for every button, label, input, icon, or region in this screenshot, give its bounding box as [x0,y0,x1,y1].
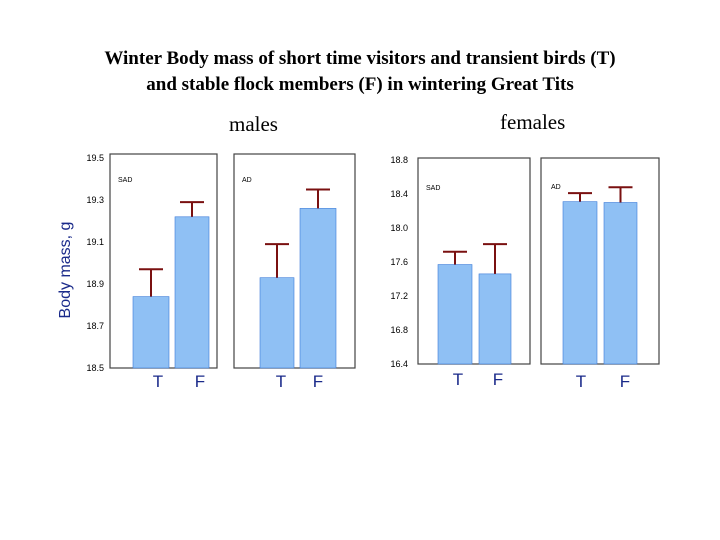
category-label-females-sad-f: F [493,370,503,389]
panel-tag-females-sad: SAD [426,185,440,192]
y-tick-label-males-sad: 18.7 [86,321,104,331]
y-tick-label-females-sad: 16.4 [390,359,408,369]
bar-males-sad-f [174,216,210,369]
y-tick-label-males-sad: 19.3 [86,195,104,205]
y-tick-label-females-sad: 18.8 [390,155,408,165]
y-tick-label-females-sad: 17.6 [390,257,408,267]
panel-tag-males-sad: SAD [118,177,132,184]
category-label-males-ad-f: F [313,372,323,391]
panel-tag-females-ad: AD [551,184,561,191]
bar-females-sad-f [478,273,512,365]
category-label-males-sad-t: T [153,372,163,391]
panel-frame-females-ad [540,157,660,365]
y-tick-label-males-sad: 18.9 [86,279,104,289]
bar-females-ad-f [603,202,638,365]
bar-males-ad-f [299,208,337,369]
y-tick-label-females-sad: 16.8 [390,325,408,335]
chart-title: Winter Body mass of short time visitors … [0,46,720,98]
y-tick-label-females-sad: 18.4 [390,189,408,199]
bar-males-sad-t [132,296,170,369]
group-label-males: males [229,112,278,136]
y-tick-label-females-sad: 18.0 [390,223,408,233]
y-tick-label-males-sad: 19.5 [86,153,104,163]
category-label-females-ad-t: T [576,372,586,391]
category-label-females-sad-t: T [453,370,463,389]
title-line-1: Winter Body mass of short time visitors … [104,48,616,69]
category-label-males-ad-t: T [276,372,286,391]
category-label-females-ad-f: F [620,372,630,391]
y-axis-label: Body mass, g [57,222,74,319]
y-tick-label-females-sad: 17.2 [390,291,408,301]
title-line-2: and stable flock members (F) in winterin… [146,74,574,95]
category-label-males-sad-f: F [195,372,205,391]
y-tick-label-males-sad: 18.5 [86,363,104,373]
group-label-females: females [500,110,566,134]
panel-frame-males-ad [233,153,356,369]
panel-tag-males-ad: AD [242,177,252,184]
bar-females-ad-t [562,201,598,365]
bar-males-ad-t [259,277,295,369]
y-tick-label-males-sad: 19.1 [86,237,104,247]
panel-frame-females-sad [417,157,531,365]
bar-females-sad-t [437,264,473,365]
